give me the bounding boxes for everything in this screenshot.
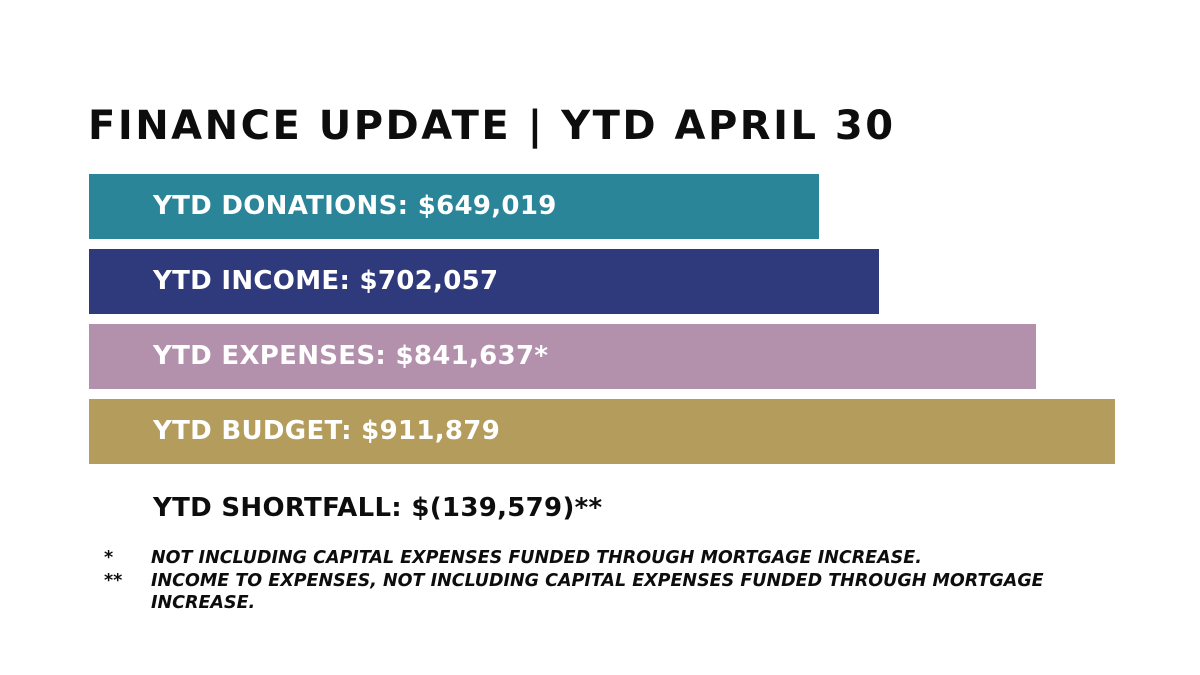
footnote-text: INCOME TO EXPENSES, NOT INCLUDING CAPITA…	[151, 571, 1044, 613]
footnote-mark: *	[104, 548, 114, 568]
bar-ytd-income	[89, 249, 879, 314]
bar-label-ytd-expenses: YTD EXPENSES: $841,637*	[153, 341, 549, 371]
bar-label-ytd-budget: YTD BUDGET: $911,879	[153, 416, 501, 446]
shortfall-label: YTD SHORTFALL: $(139,579)**	[153, 493, 603, 523]
footnote: ** INCOME TO EXPENSES, NOT INCLUDING CAP…	[104, 570, 1084, 614]
bar-label-ytd-donations: YTD DONATIONS: $649,019	[153, 191, 557, 221]
footnotes: * NOT INCLUDING CAPITAL EXPENSES FUNDED …	[104, 547, 1084, 614]
bar-ytd-budget	[89, 399, 1115, 464]
bar-ytd-expenses	[89, 324, 1036, 389]
bar-label-ytd-income: YTD INCOME: $702,057	[153, 266, 499, 296]
page-title: FINANCE UPDATE | YTD APRIL 30	[88, 103, 896, 149]
footnote-mark: **	[104, 571, 123, 591]
footnote: * NOT INCLUDING CAPITAL EXPENSES FUNDED …	[104, 547, 1084, 569]
footnote-text: NOT INCLUDING CAPITAL EXPENSES FUNDED TH…	[151, 548, 922, 568]
bar-ytd-donations	[89, 174, 819, 239]
